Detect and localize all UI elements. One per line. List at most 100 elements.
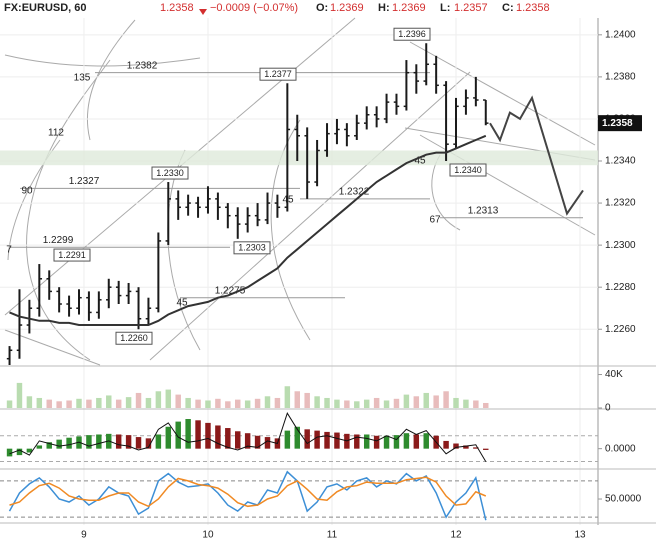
y-tick-label: 0.0000 xyxy=(605,443,636,454)
macd-histogram xyxy=(383,435,390,449)
projection xyxy=(489,95,584,216)
volume-bar xyxy=(413,396,420,408)
ohlc-key: C: xyxy=(502,2,514,14)
volume-bar xyxy=(145,397,152,408)
volume-bar xyxy=(175,394,181,408)
macd-histogram xyxy=(135,437,142,449)
callout-box xyxy=(259,67,297,81)
macd-histogram xyxy=(264,437,271,449)
ohlc-value: 1.2358 xyxy=(516,2,550,14)
annotation: 135 xyxy=(74,73,91,84)
macd-histogram xyxy=(403,433,410,449)
x-tick-label: 13 xyxy=(574,530,586,541)
ohlc-value: 1.2357 xyxy=(454,2,488,14)
callout-label: 1.2303 xyxy=(238,243,266,253)
macd-histogram xyxy=(334,432,340,449)
macd-histogram xyxy=(413,434,420,449)
x-tick-label: 9 xyxy=(81,530,87,541)
macd-line xyxy=(9,412,487,462)
volume-bar xyxy=(36,397,43,408)
volume-bar xyxy=(225,401,231,408)
volume-bar xyxy=(125,397,132,408)
volume-bar xyxy=(403,394,410,408)
callout-label: 1.2260 xyxy=(120,333,148,343)
macd-histogram xyxy=(473,447,479,449)
volume-bar xyxy=(254,398,261,408)
zone xyxy=(0,150,598,166)
volume-bar xyxy=(383,400,390,408)
volume-bar xyxy=(473,400,479,408)
level-label: 1.2275 xyxy=(215,285,246,296)
macd-histogram xyxy=(16,448,23,456)
macd-histogram xyxy=(155,434,162,449)
macd-histogram xyxy=(225,428,231,449)
volume-bar xyxy=(106,395,112,408)
macd-histogram xyxy=(165,426,172,449)
volume-bar xyxy=(274,397,281,408)
volume-bar xyxy=(56,401,62,408)
stoch-line xyxy=(8,470,487,521)
volume-bar xyxy=(354,401,360,408)
level-label: 1.2322 xyxy=(339,187,370,198)
macd-histogram xyxy=(56,439,62,449)
macd-histogram xyxy=(284,430,291,449)
macd-histogram xyxy=(244,433,251,449)
y-tick-label: 1.2280 xyxy=(605,282,636,293)
volume-bar xyxy=(463,399,469,408)
y-tick-label: 1.2380 xyxy=(605,72,636,83)
volume-bar xyxy=(185,397,191,408)
macd-histogram xyxy=(115,434,122,449)
volume-bar xyxy=(294,391,300,408)
channel-line xyxy=(149,71,471,361)
callout-box xyxy=(53,248,91,262)
volume-bar xyxy=(443,391,449,408)
annotation: 7 xyxy=(6,245,12,256)
blue-curve xyxy=(4,54,201,67)
macd-histogram xyxy=(235,431,241,449)
x-tick-label: 11 xyxy=(327,530,338,541)
y-tick-label: 40K xyxy=(605,369,623,380)
volume-bar xyxy=(304,392,310,408)
callout-box xyxy=(449,163,487,177)
y-tick-label: 1.2340 xyxy=(605,156,636,167)
header-title: FX:EURUSD, 60 xyxy=(4,2,87,14)
trend-line xyxy=(409,41,596,146)
macd-histogram xyxy=(36,445,43,449)
channel-line xyxy=(4,17,356,316)
last-price-label: 1.2358 xyxy=(602,118,633,129)
volume-bar xyxy=(76,398,82,408)
volume-bar xyxy=(215,398,221,408)
volume-bar xyxy=(205,400,211,408)
macd-histogram xyxy=(294,426,300,449)
y-tick-label: 1.2320 xyxy=(605,198,636,209)
header-last: 1.2358 xyxy=(160,2,194,14)
ohlc-key: O: xyxy=(316,2,328,14)
volume-bar xyxy=(334,399,340,408)
volume-bar xyxy=(244,400,251,408)
macd-histogram xyxy=(304,429,310,449)
callout-label: 1.2291 xyxy=(58,250,86,260)
volume-bar xyxy=(433,395,439,408)
ohlc-value: 1.2369 xyxy=(392,2,426,14)
y-tick-label: 50.0000 xyxy=(605,494,642,505)
volume-bar xyxy=(26,396,33,408)
volume-bar xyxy=(155,391,162,408)
header-change: −0.0009 (−0.07%) xyxy=(210,2,298,14)
macd-histogram xyxy=(6,448,13,457)
macd-histogram xyxy=(26,448,33,453)
arc xyxy=(26,59,111,361)
macd-histogram xyxy=(66,437,72,449)
volume-bar xyxy=(46,399,52,408)
volume-bar xyxy=(483,402,489,408)
level-label: 1.2313 xyxy=(468,205,499,216)
macd-histogram xyxy=(145,438,152,449)
volume-bar xyxy=(66,400,72,408)
annotation: 112 xyxy=(48,128,64,139)
macd-histogram xyxy=(46,442,52,449)
volume-bar xyxy=(324,397,330,408)
y-tick-label: 1.2260 xyxy=(605,324,636,335)
volume-bar xyxy=(165,389,172,408)
macd-histogram xyxy=(324,431,330,449)
volume-bar xyxy=(195,399,201,408)
